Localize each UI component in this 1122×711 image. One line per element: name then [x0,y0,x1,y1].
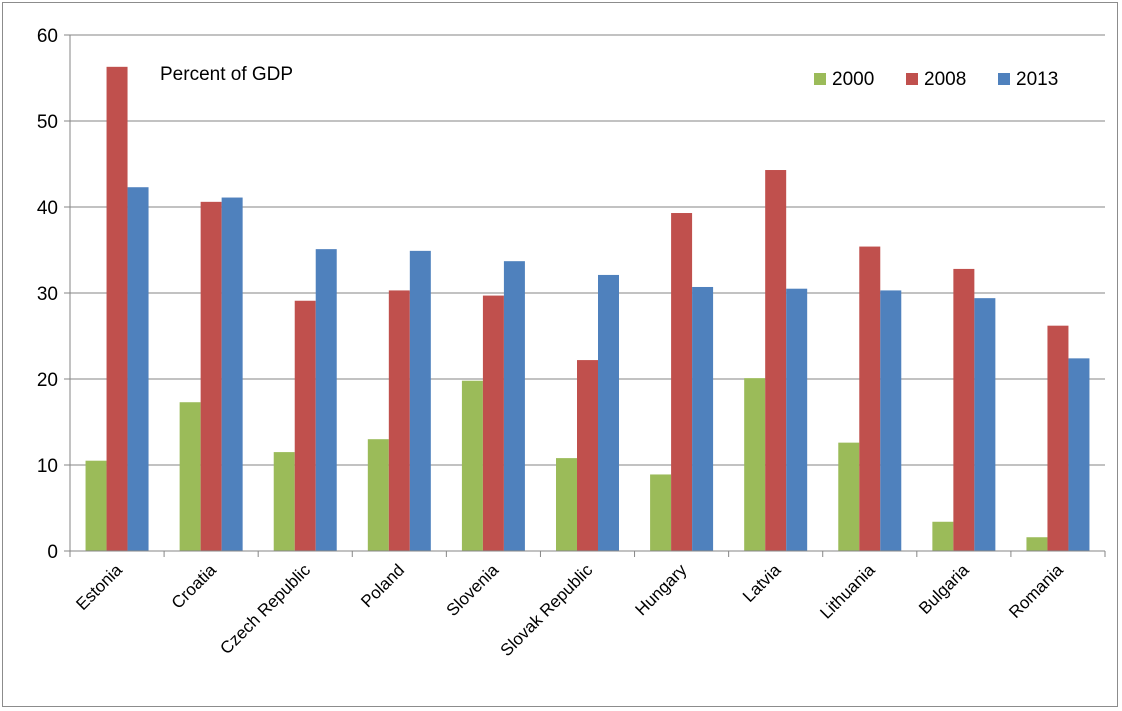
x-tick-label: Czech Republic [216,560,314,658]
bar-2000-estonia [85,460,107,551]
bar-2000-slovak-republic [556,458,577,551]
bar-2000-latvia [744,378,766,551]
bar-2008-bulgaria [953,268,975,551]
chart-annotation: Percent of GDP [160,64,293,85]
x-tick-label: Poland [357,560,408,611]
legend-label-2008: 2008 [924,69,966,90]
bar-2008-croatia [200,201,222,551]
legend-swatch-2013 [998,73,1010,85]
bar-2013-croatia [221,197,243,552]
legend: 2000 2008 2013 [814,69,1058,90]
bar-2008-hungary [671,213,693,551]
bar-2013-czech-republic [315,249,337,551]
x-tick-label: Lithuania [816,560,879,623]
bar-2000-lithuania [838,442,860,551]
x-tick-label: Bulgaria [915,560,973,618]
bar-2000-czech-republic [273,452,295,551]
y-tick-label: 30 [37,284,58,305]
y-tick-label: 20 [37,370,58,391]
x-tick-label: Slovak Republic [497,560,597,660]
bar-2000-bulgaria [932,521,954,551]
bar-2013-lithuania [880,290,902,551]
bar-2000-romania [1026,537,1048,551]
y-tick-labels: 0 10 20 30 40 50 60 [37,26,70,563]
bar-2000-poland [367,439,389,551]
bar-2008-slovenia [482,295,504,551]
bar-2008-lithuania [859,246,881,551]
bars [85,66,1090,552]
bar-2008-latvia [765,170,787,551]
y-tick-label: 60 [37,26,58,47]
bar-2013-romania [1068,358,1090,551]
y-tick-label: 0 [47,542,58,563]
x-tick-label: Croatia [168,560,221,613]
bar-2008-czech-republic [294,300,316,551]
bar-2013-hungary [692,286,714,551]
y-tick-label: 40 [37,198,58,219]
bar-2008-estonia [106,66,128,551]
bar-2008-slovak-republic [577,360,598,551]
x-tick-label: Estonia [72,560,126,614]
legend-label-2013: 2013 [1016,69,1058,90]
legend-swatch-2008 [906,73,918,85]
x-tick-label: Hungary [632,560,691,619]
y-tick-label: 50 [37,112,58,133]
bar-2013-slovak-republic [598,274,619,551]
bar-2013-estonia [127,187,149,551]
x-tick-label: Slovenia [443,560,503,620]
bar-2013-poland [409,250,431,552]
x-tick-label: Latvia [739,560,785,606]
legend-label-2000: 2000 [832,69,874,90]
legend-swatch-2000 [814,73,826,85]
bar-2000-slovenia [461,380,483,551]
bar-2000-hungary [650,474,672,551]
bar-2008-romania [1047,325,1069,551]
bar-2013-latvia [786,288,808,551]
x-tick-label: Romania [1005,560,1067,622]
bar-2013-bulgaria [974,298,996,551]
y-tick-label: 10 [37,456,58,477]
bar-2013-slovenia [503,261,525,551]
bar-2008-poland [388,290,410,551]
bar-2000-croatia [179,402,201,551]
